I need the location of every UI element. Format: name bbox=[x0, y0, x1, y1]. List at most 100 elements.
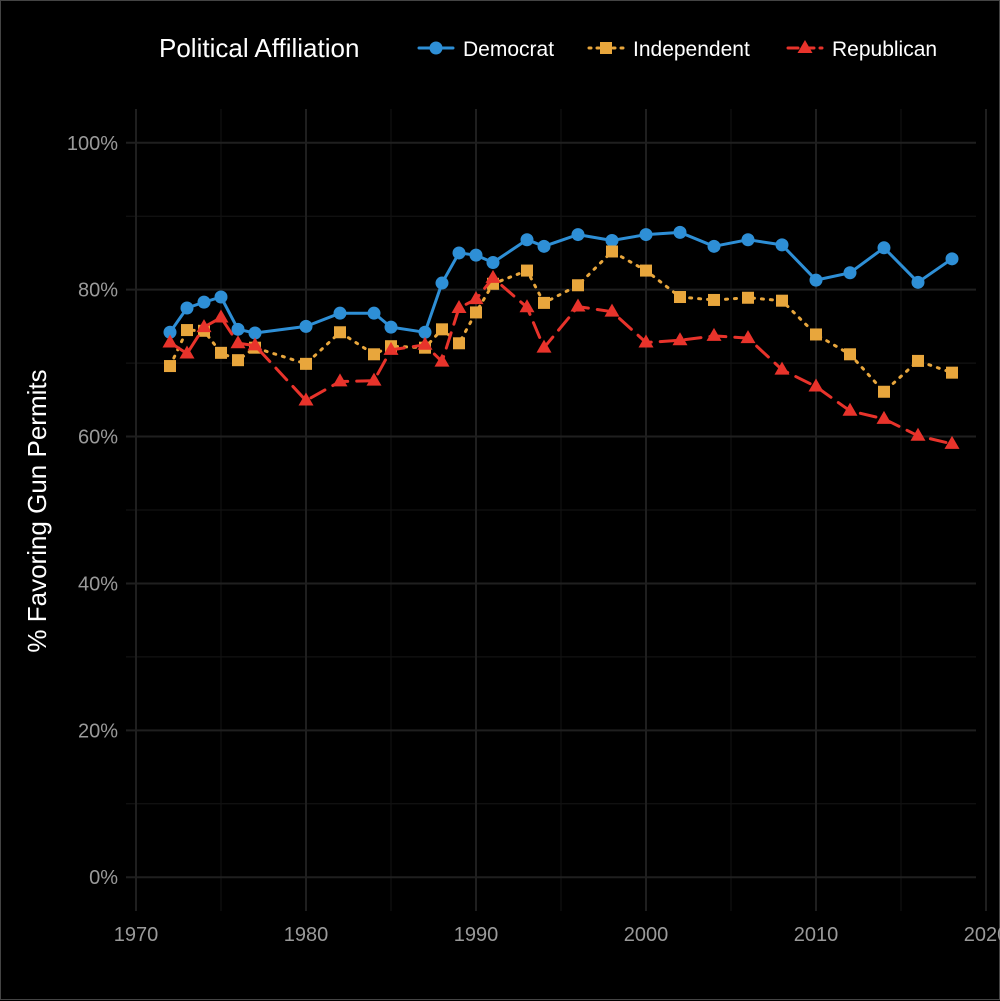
data-point bbox=[945, 252, 959, 266]
series-independent bbox=[164, 245, 958, 398]
y-tick-label: 60% bbox=[78, 427, 118, 449]
data-point bbox=[844, 348, 856, 361]
data-point bbox=[809, 273, 823, 287]
data-point bbox=[776, 294, 788, 307]
data-point bbox=[537, 239, 551, 253]
data-point bbox=[368, 348, 380, 361]
data-point bbox=[604, 303, 620, 317]
series-democrat bbox=[163, 225, 959, 340]
data-point bbox=[536, 339, 552, 353]
legend-label: Independent bbox=[633, 38, 750, 61]
y-axis-title: % Favoring Gun Permits bbox=[22, 369, 52, 652]
data-point bbox=[708, 293, 720, 306]
y-tick-label: 0% bbox=[89, 867, 118, 889]
data-point bbox=[742, 291, 754, 304]
gridlines bbox=[126, 109, 987, 911]
x-tick-label: 2000 bbox=[624, 924, 669, 946]
data-point bbox=[605, 233, 619, 247]
data-point bbox=[911, 275, 925, 289]
data-point bbox=[181, 324, 193, 337]
data-point bbox=[197, 295, 211, 309]
x-tick-label: 2010 bbox=[794, 924, 839, 946]
x-tick-label: 1970 bbox=[114, 924, 159, 946]
data-point bbox=[247, 337, 263, 351]
data-point bbox=[417, 336, 433, 350]
legend-label: Republican bbox=[832, 38, 937, 61]
y-tick-label: 80% bbox=[78, 280, 118, 302]
data-point bbox=[300, 357, 312, 370]
data-point bbox=[485, 269, 501, 283]
axes: 0% 20% 40% 60% 80% 100% 1970 1980 1990 2000 2010 20… bbox=[67, 133, 1000, 946]
data-point bbox=[639, 228, 653, 242]
data-point bbox=[570, 298, 586, 312]
series-republican bbox=[162, 269, 960, 449]
data-point bbox=[213, 309, 229, 323]
data-point bbox=[572, 279, 584, 292]
data-point bbox=[520, 233, 534, 247]
legend-label: Democrat bbox=[463, 38, 554, 61]
data-point bbox=[179, 345, 195, 359]
data-point bbox=[706, 327, 722, 341]
x-tick-label: 1990 bbox=[454, 924, 499, 946]
legend-key-marker bbox=[600, 42, 612, 54]
data-point bbox=[366, 372, 382, 386]
data-point bbox=[606, 245, 618, 258]
data-point bbox=[878, 385, 890, 398]
data-point bbox=[469, 248, 483, 262]
data-point bbox=[944, 435, 960, 449]
data-point bbox=[180, 301, 194, 315]
data-point bbox=[434, 353, 450, 367]
data-point bbox=[808, 378, 824, 392]
data-point bbox=[452, 246, 466, 260]
data-point bbox=[215, 346, 227, 359]
data-point bbox=[912, 354, 924, 367]
y-tick-label: 20% bbox=[78, 720, 118, 742]
data-point bbox=[367, 306, 381, 320]
data-point bbox=[876, 410, 892, 424]
data-point bbox=[775, 238, 789, 252]
series-group bbox=[162, 225, 960, 449]
data-point bbox=[436, 323, 448, 336]
data-point bbox=[672, 332, 688, 346]
data-point bbox=[673, 225, 687, 239]
data-point bbox=[571, 228, 585, 242]
data-point bbox=[877, 241, 891, 255]
legend-item-independent: Independent bbox=[587, 38, 750, 61]
legend-title: Political Affiliation bbox=[159, 33, 359, 63]
data-point bbox=[741, 233, 755, 247]
legend: Political Affiliation Democrat Independent… bbox=[159, 33, 937, 63]
data-point bbox=[453, 337, 465, 350]
data-point bbox=[451, 299, 467, 313]
y-tick-label: 100% bbox=[67, 133, 118, 155]
data-point bbox=[910, 427, 926, 441]
data-point bbox=[843, 266, 857, 280]
data-point bbox=[248, 326, 262, 340]
data-point bbox=[538, 296, 550, 309]
legend-item-republican: Republican bbox=[786, 38, 937, 61]
data-point bbox=[334, 326, 346, 339]
data-point bbox=[196, 319, 212, 333]
data-point bbox=[384, 320, 398, 334]
data-point bbox=[231, 322, 245, 336]
data-point bbox=[418, 325, 432, 339]
data-point bbox=[232, 354, 244, 367]
legend-key-marker bbox=[429, 41, 443, 55]
data-point bbox=[519, 299, 535, 313]
data-point bbox=[214, 290, 228, 304]
data-point bbox=[521, 264, 533, 277]
data-point bbox=[383, 341, 399, 355]
data-point bbox=[470, 306, 482, 319]
data-point bbox=[230, 335, 246, 349]
x-tick-label: 2020 bbox=[964, 924, 1000, 946]
legend-key-marker bbox=[797, 39, 813, 53]
data-point bbox=[674, 291, 686, 304]
x-tick-label: 1980 bbox=[284, 924, 329, 946]
data-point bbox=[774, 361, 790, 375]
data-point bbox=[810, 328, 822, 341]
data-point bbox=[946, 366, 958, 379]
data-point bbox=[333, 306, 347, 320]
data-point bbox=[162, 334, 178, 348]
data-point bbox=[740, 330, 756, 344]
